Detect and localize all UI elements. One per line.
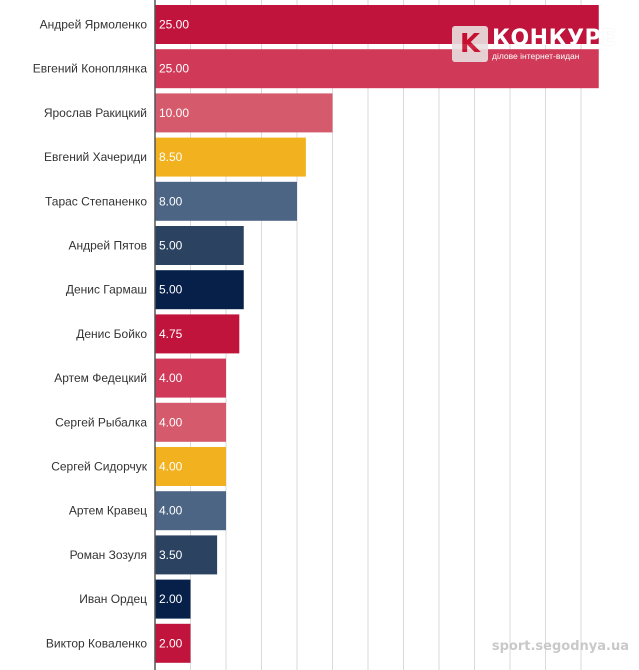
bar — [155, 181, 297, 221]
logo-name: КОНКУРЕ — [492, 25, 617, 51]
category-label: Иван Ордец — [79, 592, 147, 606]
bar — [155, 579, 191, 619]
value-label: 4.75 — [159, 327, 183, 341]
bar — [155, 226, 244, 265]
bar — [155, 314, 240, 354]
value-label: 8.00 — [159, 194, 183, 208]
source-watermark: sport.segodnya.ua — [491, 639, 629, 654]
category-label: Виктор Коваленко — [46, 636, 147, 650]
bar — [155, 93, 333, 133]
category-label: Денис Гармаш — [66, 283, 147, 297]
category-label: Денис Бойко — [76, 327, 147, 341]
category-label: Артем Федецкий — [54, 371, 147, 385]
bar — [155, 447, 226, 486]
category-label: Тарас Степаненко — [45, 194, 147, 208]
category-label: Евгений Коноплянка — [33, 62, 148, 76]
value-label: 2.00 — [159, 636, 183, 650]
value-label: 4.00 — [159, 460, 183, 474]
bar — [155, 49, 599, 89]
value-label: 8.50 — [159, 150, 183, 164]
category-label: Андрей Пятов — [68, 239, 147, 253]
bar — [155, 491, 226, 531]
value-label: 2.00 — [159, 592, 183, 606]
bar — [155, 137, 306, 177]
logo-text: КОНКУРЕ ділове інтернет-видан — [492, 25, 617, 61]
value-label: 4.00 — [159, 504, 183, 518]
value-label: 25.00 — [159, 62, 189, 76]
category-label: Сергей Сидорчук — [51, 460, 148, 474]
bar — [155, 535, 218, 575]
bar — [155, 270, 244, 310]
bar — [155, 623, 191, 663]
konkurent-logo-icon: K — [452, 26, 488, 62]
category-label: Ярослав Ракицкий — [44, 106, 147, 120]
bar — [155, 358, 226, 398]
category-label: Евгений Хачериди — [44, 150, 147, 164]
bar — [155, 5, 599, 44]
konkurent-logo: K КОНКУРЕ ділове інтернет-видан — [452, 24, 639, 64]
value-label: 5.00 — [159, 283, 183, 297]
value-label: 5.00 — [159, 239, 183, 253]
value-label: 25.00 — [159, 18, 189, 32]
logo-tagline: ділове інтернет-видан — [492, 50, 580, 61]
value-label: 3.50 — [159, 548, 183, 562]
value-label: 4.00 — [159, 415, 183, 429]
category-label: Сергей Рыбалка — [55, 415, 147, 429]
value-label: 10.00 — [159, 106, 189, 120]
category-label: Роман Зозуля — [70, 548, 147, 562]
bar — [155, 402, 226, 442]
category-label: Андрей Ярмоленко — [40, 18, 148, 32]
value-label: 4.00 — [159, 371, 183, 385]
category-label: Артем Кравец — [69, 504, 147, 518]
